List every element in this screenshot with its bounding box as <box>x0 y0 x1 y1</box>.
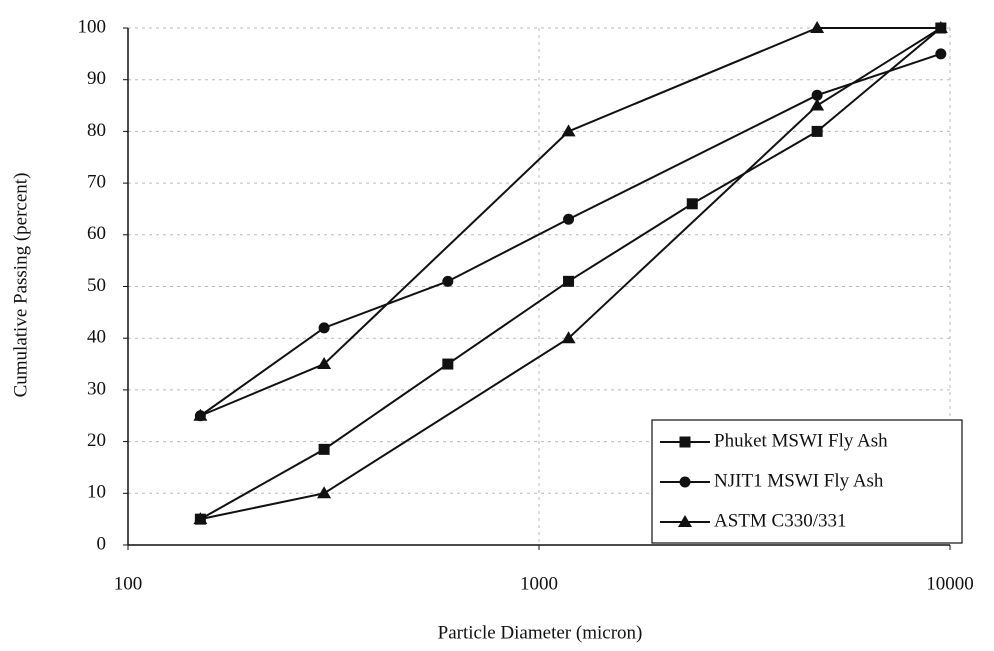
y-tick-label: 100 <box>78 16 107 37</box>
marker <box>563 275 575 287</box>
legend-label: ASTM C330/331 <box>714 510 847 531</box>
marker <box>317 357 332 370</box>
legend-label: Phuket MSWI Fly Ash <box>714 430 888 451</box>
marker <box>561 331 576 344</box>
marker <box>193 408 208 421</box>
marker <box>933 21 948 33</box>
marker <box>810 98 825 111</box>
y-tick-label: 20 <box>87 430 106 451</box>
legend-label: NJIT1 MSWI Fly Ash <box>714 470 884 491</box>
marker <box>811 125 823 137</box>
marker <box>935 48 947 60</box>
legend-marker <box>678 515 692 527</box>
y-tick-label: 30 <box>87 378 106 399</box>
marker <box>810 21 825 33</box>
marker <box>561 124 576 137</box>
y-tick-label: 80 <box>87 120 106 141</box>
legend-marker <box>679 436 691 448</box>
x-tick-label: 1000 <box>520 573 558 594</box>
x-tick-label: 100 <box>114 573 143 594</box>
y-tick-label: 10 <box>87 482 106 503</box>
marker <box>318 443 330 455</box>
y-tick-label: 40 <box>87 327 106 348</box>
series-line <box>199 52 942 417</box>
marker <box>317 486 332 499</box>
y-tick-label: 50 <box>87 275 106 296</box>
marker <box>193 512 208 525</box>
marker <box>686 198 698 210</box>
x-axis-label: Particle Diameter (micron) <box>438 622 643 643</box>
y-tick-label: 70 <box>87 171 106 192</box>
marker <box>563 213 575 225</box>
marker <box>811 89 823 101</box>
x-tick-label: 10000 <box>926 573 974 594</box>
y-tick-label: 0 <box>97 533 107 554</box>
marker <box>442 358 454 370</box>
legend-marker <box>679 476 691 488</box>
marker <box>442 275 454 287</box>
y-tick-label: 90 <box>87 68 106 89</box>
marker <box>318 322 330 334</box>
y-tick-label: 60 <box>87 223 106 244</box>
y-axis-label: Cumulative Passing (percent) <box>10 173 31 398</box>
